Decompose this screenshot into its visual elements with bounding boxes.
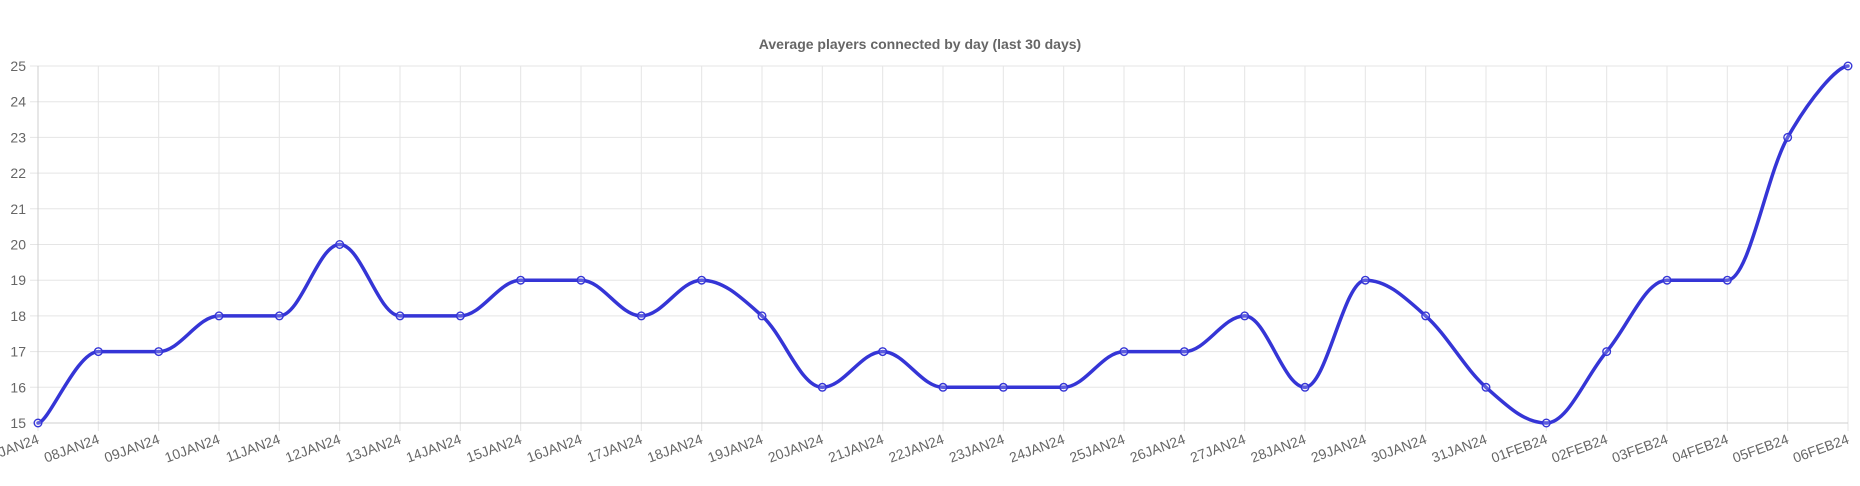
- x-tick-label: 19JAN24: [705, 431, 765, 466]
- x-tick-label: 09JAN24: [102, 431, 162, 466]
- x-tick-label: 24JAN24: [1007, 431, 1067, 466]
- x-tick-label: 18JAN24: [645, 431, 705, 466]
- data-point[interactable]: [1421, 311, 1431, 321]
- data-point[interactable]: [636, 311, 646, 321]
- data-point[interactable]: [33, 418, 43, 428]
- x-tick-label: 02FEB24: [1549, 431, 1610, 466]
- x-tick-label: 28JAN24: [1248, 431, 1308, 466]
- x-tick-label: 01FEB24: [1489, 431, 1550, 466]
- y-axis-ticks: 15 16 17 18 19 20 21 22 23 24 25: [10, 58, 26, 431]
- x-tick-label: 13JAN24: [343, 431, 403, 466]
- y-tick-label: 25: [10, 58, 26, 74]
- x-tick-label: 15JAN24: [464, 431, 524, 466]
- data-point[interactable]: [1179, 347, 1189, 357]
- series-line: [36, 64, 1850, 425]
- x-tick-label: 03FEB24: [1610, 431, 1671, 466]
- data-point[interactable]: [1783, 132, 1793, 142]
- x-tick-label: 23JAN24: [947, 431, 1007, 466]
- y-tick-label: 24: [10, 94, 26, 110]
- y-tick-label: 21: [10, 201, 26, 217]
- y-tick-label: 22: [10, 165, 26, 181]
- x-tick-label: 20JAN24: [766, 431, 826, 466]
- y-tick-label: 15: [10, 415, 26, 431]
- y-tick-label: 23: [10, 129, 26, 145]
- data-point[interactable]: [757, 311, 767, 321]
- data-point[interactable]: [274, 311, 284, 321]
- data-point[interactable]: [1541, 418, 1551, 428]
- data-point[interactable]: [1360, 275, 1370, 285]
- x-tick-label: 29JAN24: [1309, 431, 1369, 466]
- y-tick-label: 16: [10, 379, 26, 395]
- data-point[interactable]: [154, 347, 164, 357]
- data-point[interactable]: [214, 311, 224, 321]
- grid: [30, 65, 1849, 431]
- data-point[interactable]: [1662, 275, 1672, 285]
- x-tick-label: 26JAN24: [1128, 431, 1188, 466]
- data-point[interactable]: [1240, 311, 1250, 321]
- x-tick-label: 27JAN24: [1188, 431, 1248, 466]
- x-tick-label: 16JAN24: [524, 431, 584, 466]
- x-tick-label: 08JAN24: [42, 431, 102, 466]
- x-tick-label: 21JAN24: [826, 431, 886, 466]
- data-point[interactable]: [395, 311, 405, 321]
- x-tick-label: 06FEB24: [1791, 431, 1852, 466]
- series-layer: [36, 64, 1850, 425]
- x-tick-label: 25JAN24: [1067, 431, 1127, 466]
- x-tick-label: 05FEB24: [1730, 431, 1791, 466]
- y-tick-label: 20: [10, 237, 26, 253]
- x-tick-label: 31JAN24: [1429, 431, 1489, 466]
- data-point[interactable]: [93, 347, 103, 357]
- data-point[interactable]: [1300, 382, 1310, 392]
- data-point[interactable]: [335, 239, 345, 249]
- x-tick-label: 17JAN24: [585, 431, 645, 466]
- data-point[interactable]: [817, 382, 827, 392]
- y-tick-label: 18: [10, 308, 26, 324]
- x-tick-label: 12JAN24: [283, 431, 343, 466]
- x-tick-label: 11JAN24: [224, 431, 283, 465]
- x-tick-label: 04FEB24: [1670, 431, 1731, 466]
- y-tick-label: 17: [10, 344, 26, 360]
- data-point[interactable]: [1119, 347, 1129, 357]
- data-point[interactable]: [1059, 382, 1069, 392]
- data-point[interactable]: [1843, 61, 1853, 71]
- data-point[interactable]: [938, 382, 948, 392]
- data-point[interactable]: [455, 311, 465, 321]
- x-tick-label: 07JAN24: [0, 431, 41, 466]
- data-point[interactable]: [1722, 275, 1732, 285]
- data-point[interactable]: [878, 347, 888, 357]
- chart-title: Average players connected by day (last 3…: [759, 36, 1081, 52]
- data-point[interactable]: [576, 275, 586, 285]
- x-axis-ticks: 07JAN24 08JAN24 09JAN24 10JAN24 11JAN24 12JAN…: [0, 431, 1851, 466]
- x-tick-label: 22JAN24: [886, 431, 946, 466]
- x-tick-label: 10JAN24: [162, 431, 222, 466]
- data-point[interactable]: [1602, 347, 1612, 357]
- data-points: [33, 61, 1853, 428]
- data-point[interactable]: [1481, 382, 1491, 392]
- y-tick-label: 19: [10, 272, 26, 288]
- data-point[interactable]: [998, 382, 1008, 392]
- x-tick-label: 30JAN24: [1369, 431, 1429, 466]
- data-point[interactable]: [516, 275, 526, 285]
- x-tick-label: 14JAN24: [404, 431, 464, 466]
- data-point[interactable]: [697, 275, 707, 285]
